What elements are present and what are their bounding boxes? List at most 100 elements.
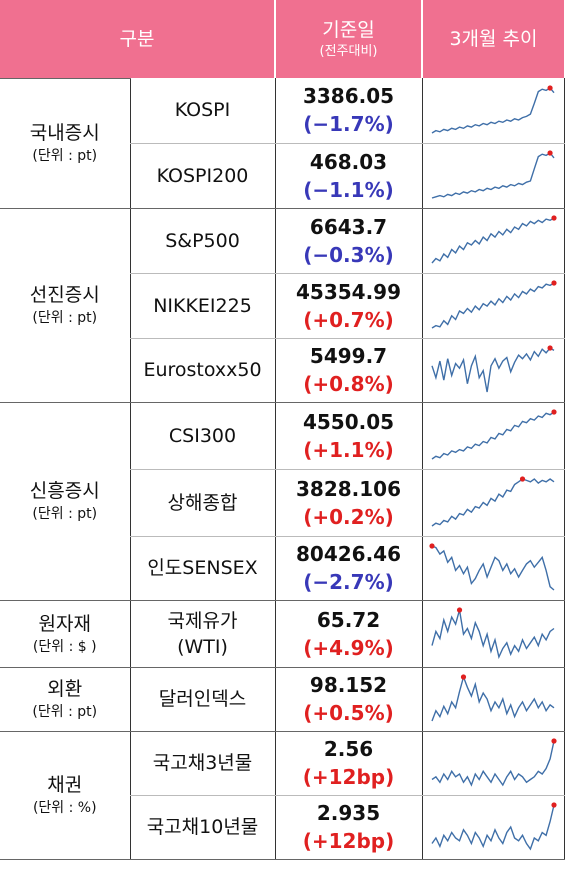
table-row: 국고채10년물 2.935 (+12bp) (0, 795, 565, 860)
trend-high-marker (547, 345, 553, 351)
trend-sparkline (431, 476, 555, 527)
trend-sparkline (429, 543, 555, 591)
table-row: 채권 (단위 : %) 국고채3년물 2.56 (+12bp) (0, 730, 565, 860)
header-date-sub: (전주대비) (319, 44, 378, 59)
trend-sparkline (431, 607, 555, 660)
value-cell: 6643.7 (−0.3%) (274, 208, 422, 274)
trend-line (431, 347, 555, 393)
weekly-change: (+12bp) (302, 765, 395, 789)
trend-chart-cell (421, 795, 565, 860)
trend-line (431, 478, 555, 527)
index-value: 65.72 (316, 607, 381, 632)
category-unit: (단위 : pt) (32, 310, 98, 326)
header-date: 기준일 (전주대비) (275, 0, 423, 78)
index-value: 468.03 (309, 149, 388, 174)
header-row: 구분 기준일 (전주대비) 3개월 추이 (0, 0, 564, 78)
header-category: 구분 (0, 0, 276, 78)
trend-chart-cell (421, 78, 565, 144)
weekly-change: (−2.7%) (303, 570, 394, 594)
trend-line (431, 674, 555, 722)
index-value: 3828.106 (295, 476, 401, 501)
weekly-change: (+0.2%) (303, 504, 394, 529)
index-name: 국고채10년물 (129, 795, 275, 860)
weekly-change: (−1.1%) (303, 177, 394, 202)
index-name: CSI300 (129, 402, 275, 470)
trend-line (431, 152, 555, 199)
trend-chart-cell (421, 667, 565, 732)
trend-line (431, 609, 555, 660)
value-cell: 4550.05 (+1.1%) (274, 402, 422, 470)
trend-line (431, 217, 555, 264)
trend-chart-cell (421, 143, 565, 209)
trend-chart-cell (421, 402, 565, 470)
index-value: 3386.05 (302, 84, 395, 109)
value-cell: 80426.46 (−2.7%) (274, 536, 422, 601)
value-cell: 2.56 (+12bp) (274, 731, 422, 796)
category-name: 원자재 (38, 612, 91, 635)
index-value: 2.56 (323, 737, 374, 761)
category-unit: (단위 : pt) (32, 148, 98, 164)
value-cell: 3828.106 (+0.2%) (274, 469, 422, 537)
weekly-change: (−0.3%) (303, 242, 394, 267)
category-name: 외환 (47, 678, 83, 700)
trend-line (431, 545, 555, 591)
table-row: 신흥증시 (단위 : pt) CSI300 4550.05 (+1.1%) (0, 401, 565, 601)
index-value: 80426.46 (295, 542, 401, 566)
header-trend-label: 3개월 추이 (449, 28, 538, 50)
trend-line (431, 411, 555, 460)
trend-sparkline (431, 674, 555, 722)
category-unit: (단위 : %) (32, 800, 97, 816)
category-name: 국내증시 (29, 122, 100, 144)
trend-high-marker (547, 150, 553, 156)
category-unit: (단위 : $ ) (32, 638, 97, 655)
trend-high-marker (551, 280, 557, 286)
trend-chart-cell (421, 208, 565, 274)
index-value: 2.935 (316, 801, 381, 825)
index-value: 5499.7 (309, 344, 388, 368)
trend-sparkline (431, 85, 555, 134)
weekly-change: (+0.5%) (303, 701, 394, 725)
weekly-change: (+0.8%) (303, 372, 394, 396)
trend-sparkline (431, 345, 555, 393)
table-row: NIKKEI225 45354.99 (+0.7%) (0, 273, 565, 339)
trend-high-marker (456, 607, 463, 613)
trend-sparkline (431, 409, 557, 460)
trend-sparkline (431, 802, 557, 851)
index-value: 98.152 (309, 673, 388, 697)
category-cell: 원자재 (단위 : $ ) (0, 599, 130, 668)
trend-sparkline (431, 150, 555, 199)
index-name: Eurostoxx50 (129, 338, 275, 403)
header-category-label: 구분 (119, 27, 155, 50)
value-cell: 65.72 (+4.9%) (274, 600, 422, 668)
trend-high-marker (551, 409, 557, 415)
trend-chart-cell (421, 273, 565, 339)
index-name: NIKKEI225 (129, 273, 275, 339)
trend-sparkline (431, 738, 557, 787)
category-unit: (단위 : pt) (32, 506, 98, 522)
weekly-change: (+0.7%) (303, 307, 394, 332)
header-trend: 3개월 추이 (422, 0, 564, 78)
table-row: 외환 (단위 : pt) 달러인덱스 98.152 (+0.5%) (0, 666, 565, 732)
category-name: 선진증시 (29, 284, 100, 306)
trend-line (431, 86, 555, 134)
category-cell: 채권 (단위 : %) (0, 730, 130, 860)
category-cell: 신흥증시 (단위 : pt) (0, 401, 130, 601)
trend-high-marker (551, 738, 557, 744)
trend-high-marker (519, 476, 526, 482)
weekly-change: (+12bp) (302, 829, 395, 853)
trend-line (431, 740, 555, 787)
weekly-change: (−1.7%) (303, 112, 394, 137)
value-cell: 45354.99 (+0.7%) (274, 273, 422, 339)
index-name: 국고채3년물 (129, 731, 275, 796)
category-cell: 국내증시 (단위 : pt) (0, 77, 130, 209)
category-name: 채권 (47, 774, 83, 796)
weekly-change: (+1.1%) (303, 437, 394, 462)
header-date-label: 기준일 (322, 19, 375, 41)
table-row: 상해종합 3828.106 (+0.2%) (0, 469, 565, 537)
category-cell: 선진증시 (단위 : pt) (0, 207, 130, 403)
value-cell: 3386.05 (−1.7%) (274, 78, 422, 144)
table-row: 원자재 (단위 : $ ) 국제유가 (WTI) 65.72 (+4.9%) (0, 599, 565, 668)
category-cell: 외환 (단위 : pt) (0, 666, 130, 732)
index-value: 6643.7 (309, 214, 388, 239)
index-name: 상해종합 (129, 469, 275, 537)
